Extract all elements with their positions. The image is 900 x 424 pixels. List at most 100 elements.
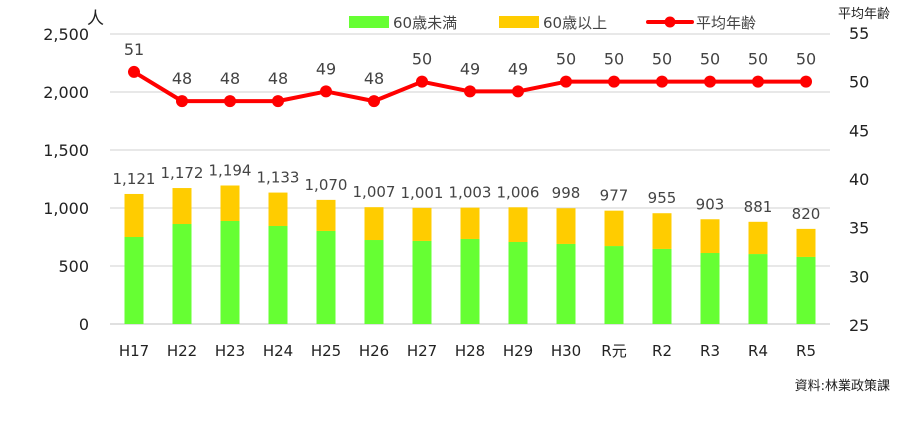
bar-total-label: 1,121 — [113, 170, 156, 188]
bar-under-60 — [220, 220, 240, 324]
legend-label: 60歳未満 — [393, 14, 457, 32]
bar-under-60 — [652, 248, 672, 324]
x-tick-label: H26 — [359, 342, 389, 360]
average-age-marker — [128, 65, 140, 78]
source-note: 資料:林業政策課 — [795, 378, 890, 394]
legend-label: 60歳以上 — [543, 14, 607, 32]
average-age-marker — [176, 95, 188, 108]
average-age-label: 50 — [700, 50, 720, 69]
bar-under-60 — [412, 240, 432, 324]
x-tick-label: H22 — [167, 342, 197, 360]
bar-total-label: 955 — [648, 189, 677, 207]
x-tick-label: R5 — [796, 342, 816, 360]
bar-total-labels: 1,121 1,172 1,194 1,133 1,070 1,007 1,001 1,003… — [113, 161, 821, 222]
bar-total-label: 998 — [552, 184, 581, 202]
bar-60-and-over — [796, 228, 816, 257]
average-age-line: 51 48 48 48 49 48 50 49 49 50 50 50 50 50 50 — [124, 40, 816, 108]
x-tick-label: H30 — [551, 342, 581, 360]
average-age-label: 48 — [172, 69, 192, 88]
right-y-axis: 25 30 35 40 45 50 55 — [849, 24, 869, 335]
right-tick-label: 40 — [849, 170, 869, 189]
bar-60-and-over — [748, 221, 768, 255]
legend-swatch — [349, 16, 389, 28]
bar-60-and-over — [700, 219, 720, 254]
right-tick-label: 45 — [849, 121, 869, 140]
right-tick-label: 25 — [849, 316, 869, 335]
average-age-label: 50 — [796, 50, 816, 69]
average-age-marker — [272, 95, 284, 108]
bar-60-and-over — [604, 210, 624, 247]
bar-60-and-over — [508, 207, 528, 242]
bar-60-and-over — [268, 192, 288, 226]
average-age-label: 50 — [412, 50, 432, 69]
left-tick-label: 2,000 — [43, 83, 89, 102]
bar-60-and-over — [412, 207, 432, 241]
x-tick-label: H28 — [455, 342, 485, 360]
stacked-bars — [124, 185, 816, 324]
x-tick-label: R2 — [652, 342, 672, 360]
average-age-label: 49 — [316, 59, 336, 78]
bar-total-label: 820 — [792, 205, 821, 223]
bar-60-and-over — [460, 207, 480, 239]
right-tick-label: 30 — [849, 267, 869, 286]
bar-under-60 — [460, 238, 480, 324]
left-tick-label: 0 — [79, 315, 89, 334]
bar-60-and-over — [316, 199, 336, 231]
bar-60-and-over — [364, 207, 384, 241]
x-tick-label: R4 — [748, 342, 768, 360]
average-age-marker — [512, 85, 524, 98]
x-tick-label: H27 — [407, 342, 437, 360]
bar-total-label: 1,001 — [401, 184, 444, 202]
average-age-label: 50 — [604, 50, 624, 69]
average-age-label: 48 — [220, 69, 240, 88]
x-tick-label: H17 — [119, 342, 149, 360]
legend-item: 60歳未満 — [349, 14, 457, 32]
x-tick-label: H25 — [311, 342, 341, 360]
right-axis-title: 平均年齢 — [838, 7, 890, 22]
left-tick-label: 2,500 — [43, 25, 89, 44]
average-age-label: 48 — [268, 69, 288, 88]
average-age-marker — [656, 75, 668, 88]
average-age-marker — [416, 75, 428, 88]
bar-60-and-over — [172, 188, 192, 225]
bar-under-60 — [508, 241, 528, 324]
bar-total-label: 977 — [600, 187, 629, 205]
right-tick-label: 35 — [849, 219, 869, 238]
average-age-marker — [800, 75, 812, 88]
x-axis: H17 H22 H23 H24 H25 H26 H27 H28 H29 H30 R元 R2 R3 R4 R5 — [119, 342, 816, 360]
left-y-axis: 0 500 1,000 1,500 2,000 2,500 — [43, 25, 89, 334]
legend-item: 平均年齢 — [646, 14, 756, 32]
legend-swatch — [499, 16, 539, 28]
bar-total-label: 881 — [744, 198, 773, 216]
right-tick-label: 50 — [849, 73, 869, 92]
bar-under-60 — [268, 225, 288, 324]
left-axis-unit-label: 人 — [87, 9, 104, 29]
bar-60-and-over — [220, 185, 240, 221]
bar-total-label: 1,133 — [257, 169, 300, 187]
bar-under-60 — [700, 253, 720, 324]
average-age-marker — [464, 85, 476, 98]
bar-total-label: 1,070 — [305, 176, 348, 194]
x-tick-label: H29 — [503, 342, 533, 360]
left-tick-label: 1,500 — [43, 141, 89, 160]
average-age-label: 50 — [652, 50, 672, 69]
x-tick-label: R元 — [601, 342, 626, 360]
bar-under-60 — [316, 230, 336, 324]
average-age-label: 49 — [508, 59, 528, 78]
bar-under-60 — [748, 254, 768, 324]
average-age-label: 49 — [460, 59, 480, 78]
bar-under-60 — [604, 246, 624, 324]
average-age-marker — [224, 95, 236, 108]
right-tick-label: 55 — [849, 24, 869, 43]
bar-under-60 — [556, 243, 576, 324]
legend-item: 60歳以上 — [499, 14, 607, 32]
legend-label: 平均年齢 — [696, 14, 756, 32]
average-age-marker — [752, 75, 764, 88]
x-tick-label: R3 — [700, 342, 720, 360]
left-tick-label: 500 — [58, 257, 89, 276]
x-tick-label: H24 — [263, 342, 293, 360]
average-age-marker — [368, 95, 380, 108]
bar-total-label: 1,003 — [449, 184, 492, 202]
